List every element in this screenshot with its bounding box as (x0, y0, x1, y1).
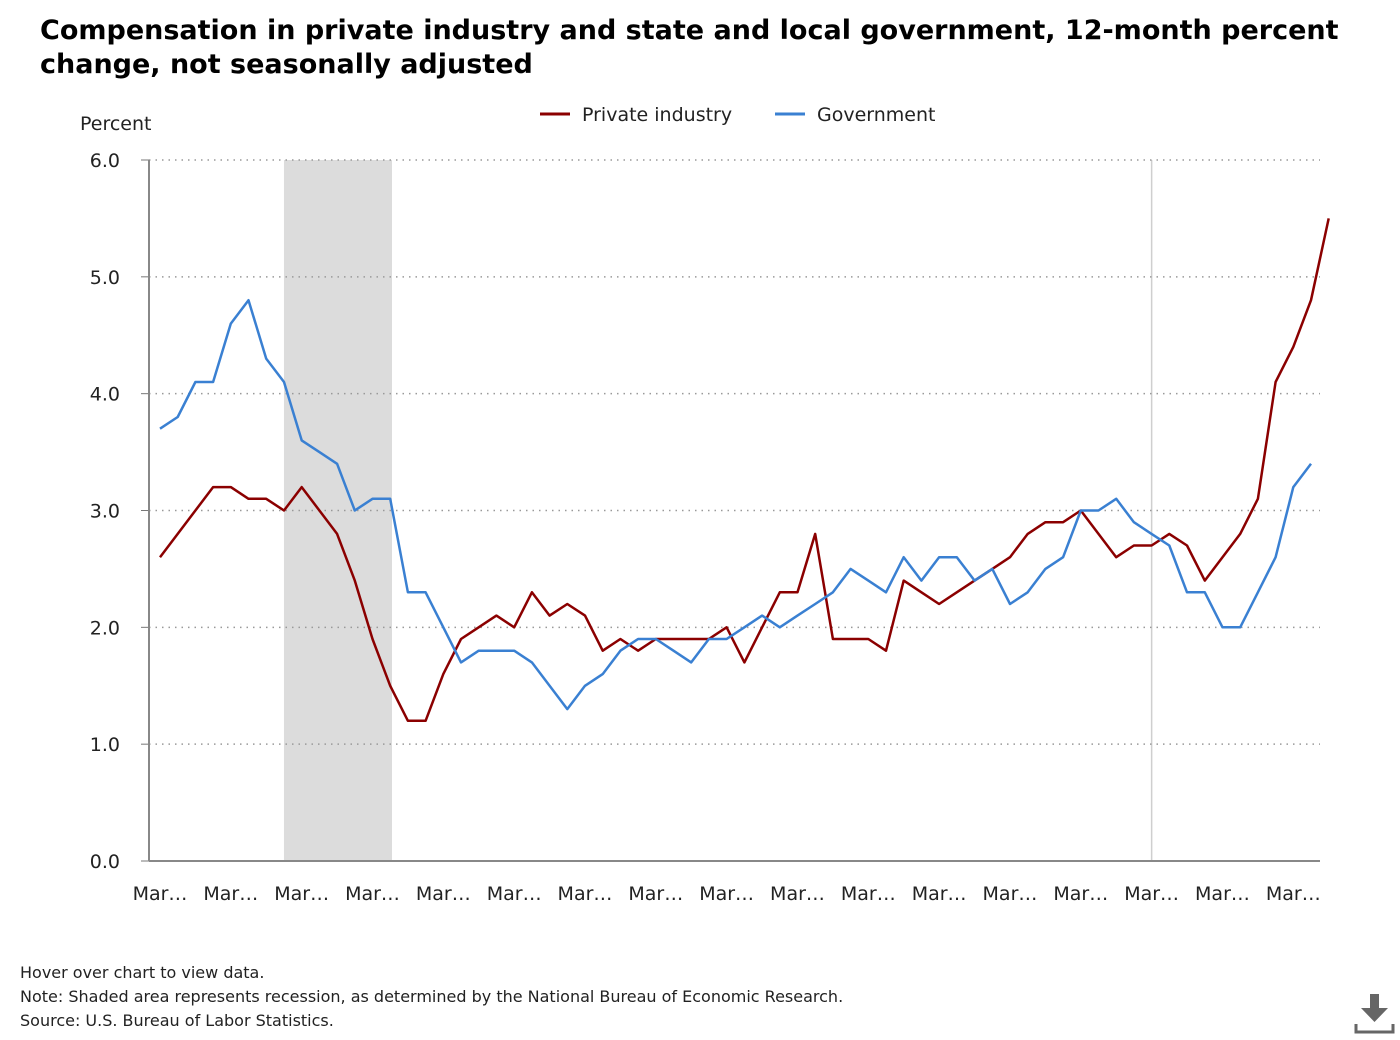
y-tick-label: 2.0 (90, 617, 120, 639)
x-tick-label: Mar… (1195, 883, 1250, 905)
y-tick-label: 3.0 (90, 501, 120, 523)
x-tick-label: Mar… (133, 883, 188, 905)
chart-title-line-2: change, not seasonally adjusted (40, 49, 533, 80)
recession-note: Note: Shaded area represents recession, … (20, 987, 844, 1006)
x-tick-label: Mar… (1053, 883, 1108, 905)
x-tick-label: Mar… (912, 883, 967, 905)
x-tick-label: Mar… (1124, 883, 1179, 905)
source-note: Source: U.S. Bureau of Labor Statistics. (20, 1011, 334, 1030)
download-icon[interactable] (1352, 992, 1396, 1036)
x-tick-label: Mar… (699, 883, 754, 905)
x-tick-label: Mar… (487, 883, 542, 905)
y-axis-label: Percent (80, 113, 152, 135)
y-tick-label: 5.0 (90, 267, 120, 289)
legend-label[interactable]: Private industry (582, 104, 732, 126)
x-tick-label: Mar… (628, 883, 683, 905)
line-chart[interactable]: 0.0 1.0 2.0 3.0 4.0 5.0 6.0 Percent Mar… Mar… Mar…… (0, 0, 1400, 940)
x-tick-label: Mar… (274, 883, 329, 905)
y-tick-label: 6.0 (90, 150, 120, 172)
hover-hint: Hover over chart to view data. (20, 963, 265, 982)
y-tick-label: 4.0 (90, 384, 120, 406)
series-line-private-industry[interactable] (159, 218, 1330, 723)
chart-title-line-1: Compensation in private industry and sta… (40, 15, 1339, 46)
y-tick-label: 0.0 (90, 851, 120, 873)
x-tick-label: Mar… (841, 883, 896, 905)
x-tick-label: Mar… (416, 883, 471, 905)
x-tick-label: Mar… (983, 883, 1038, 905)
x-tick-label: Mar… (203, 883, 258, 905)
x-tick-label: Mar… (558, 883, 613, 905)
legend-label[interactable]: Government (817, 104, 936, 126)
chart-title: Compensation in private industry and sta… (40, 14, 1360, 82)
x-tick-label: Mar… (345, 883, 400, 905)
x-tick-label: Mar… (770, 883, 825, 905)
series-line-government[interactable] (159, 298, 1312, 711)
y-tick-label: 1.0 (90, 734, 120, 756)
x-tick-label: Mar… (1266, 883, 1321, 905)
